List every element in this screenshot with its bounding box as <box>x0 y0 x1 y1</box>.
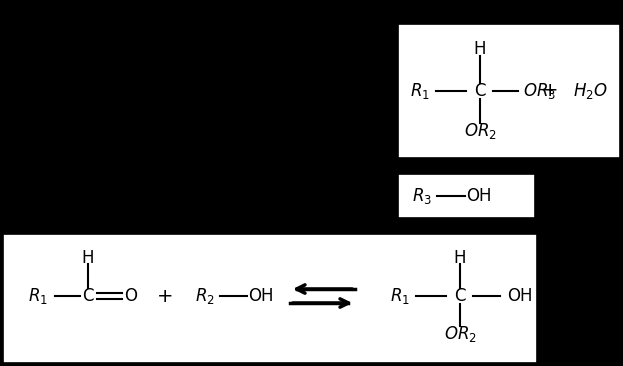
Text: $R_1$: $R_1$ <box>390 286 410 306</box>
Text: OH: OH <box>466 187 492 205</box>
Text: OH: OH <box>248 287 273 305</box>
FancyBboxPatch shape <box>3 234 537 363</box>
Text: H: H <box>473 40 486 58</box>
Text: C: C <box>82 287 93 305</box>
Text: +: + <box>157 287 173 306</box>
FancyBboxPatch shape <box>398 24 620 158</box>
Text: C: C <box>454 287 466 305</box>
Text: H: H <box>82 249 94 267</box>
Text: $R_1$: $R_1$ <box>410 81 430 101</box>
Text: $R_3$: $R_3$ <box>412 186 432 206</box>
Text: $OR_3$: $OR_3$ <box>523 81 556 101</box>
Text: OH: OH <box>507 287 533 305</box>
Text: $H_2O$: $H_2O$ <box>573 81 607 101</box>
Text: C: C <box>474 82 486 100</box>
Text: $OR_2$: $OR_2$ <box>464 121 497 141</box>
Text: $R_2$: $R_2$ <box>195 286 215 306</box>
Text: $R_1$: $R_1$ <box>28 286 48 306</box>
Text: H: H <box>454 249 466 267</box>
Text: $OR_2$: $OR_2$ <box>444 324 477 344</box>
Text: O: O <box>125 287 138 305</box>
Text: +: + <box>542 82 558 101</box>
FancyBboxPatch shape <box>398 174 535 218</box>
